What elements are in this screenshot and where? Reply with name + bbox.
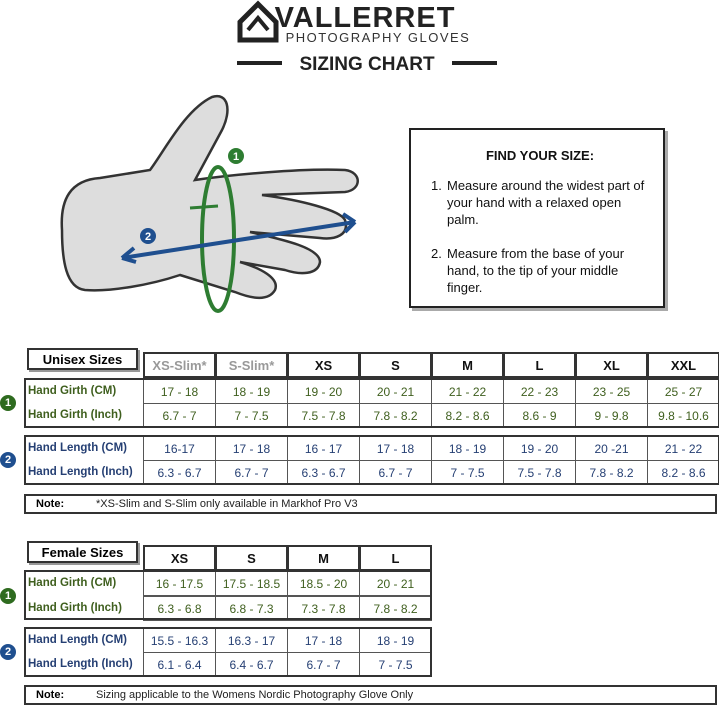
step-number: 1. [431,178,442,193]
note-box: Note: *XS-Slim and S-Slim only available … [24,494,717,514]
size-header: S-Slim* [215,352,288,378]
size-header: L [359,545,432,571]
size-header: M [431,352,504,378]
note-text: *XS-Slim and S-Slim only available in Ma… [96,498,358,510]
step-text: Measure from the base of your hand, to t… [447,246,625,295]
row-group-frame [24,627,432,677]
row-group-frame [24,435,719,485]
note-label: Note: [36,689,65,701]
size-header: L [503,352,576,378]
diagram-marker [228,148,244,164]
row-label: Hand Girth (Inch) [28,602,122,614]
row-label: Hand Length (Inch) [28,466,133,478]
instructions-heading: FIND YOUR SIZE: [485,148,595,163]
size-header: XXL [647,352,719,378]
group-marker: 2 [0,452,16,468]
size-header: XS [287,352,360,378]
diagram-marker-label: 1 [233,151,239,163]
brand: VALLERRET [275,2,456,34]
note-label: Note: [36,498,65,510]
note-box: Note: Sizing applicable to the Womens Nor… [24,685,717,705]
hand-illustration [60,94,359,313]
row-label: Hand Girth (CM) [28,385,117,397]
row-group-frame [24,570,432,620]
size-header: M [287,545,360,571]
step-number: 2. [431,246,442,261]
group-marker: 2 [0,644,16,660]
row-label: Hand Length (Inch) [28,658,133,670]
brand-subtitle: PHOTOGRAPHY GLOVES [286,30,471,45]
header-graphics: VALLERRET PHOTOGRAPHY GLOVES SIZING CHAR… [60,0,497,313]
instructions-box: FIND YOUR SIZE: 1. Measure around the wi… [409,128,665,308]
diagram-marker-label: 2 [145,231,151,243]
row-label: Hand Girth (Inch) [28,409,122,421]
size-header: S [215,545,288,571]
size-header: XL [575,352,648,378]
group-marker: 1 [0,588,16,604]
instruction-step: 1. Measure around the widest part of you… [431,177,649,228]
title: SIZING CHART [299,54,435,75]
diagram-marker [140,228,156,244]
size-header: XS-Slim* [143,352,216,378]
size-header: S [359,352,432,378]
instruction-step: 2. Measure from the base of your hand, t… [431,245,649,296]
size-header: XS [143,545,216,571]
logo-icon [237,0,279,43]
group-marker: 1 [0,395,16,411]
row-label: Hand Length (CM) [28,442,128,454]
row-label: Hand Girth (CM) [28,577,117,589]
table-label: Unisex Sizes [27,348,138,370]
row-group-frame [24,378,719,428]
table-label: Female Sizes [27,541,138,563]
step-text: Measure around the widest part of your h… [447,178,645,227]
row-label: Hand Length (CM) [28,634,128,646]
note-text: Sizing applicable to the Womens Nordic P… [96,689,414,701]
